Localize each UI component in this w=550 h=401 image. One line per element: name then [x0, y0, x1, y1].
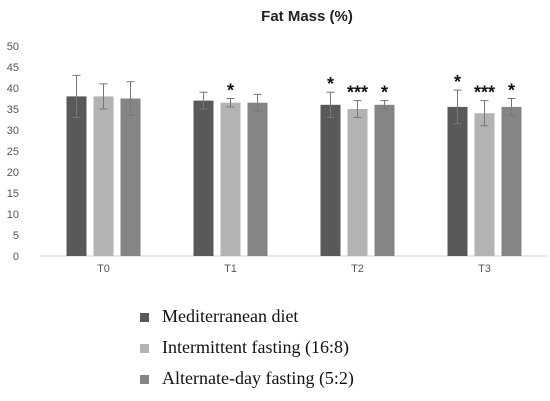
- bar: [247, 102, 268, 256]
- legend-swatch: [140, 375, 149, 384]
- x-tick-label: T2: [351, 263, 364, 275]
- chart-title: Fat Mass (%): [261, 8, 353, 25]
- significance-marker: *: [327, 74, 334, 94]
- legend-swatch: [140, 313, 149, 322]
- bar: [447, 106, 468, 257]
- significance-marker: *: [227, 81, 234, 101]
- y-axis-ticks: 0 5 10 15 20 25 30 35 40 45 50: [7, 41, 19, 263]
- bar: [501, 106, 522, 257]
- x-tick-label: T0: [97, 263, 110, 275]
- bar: [193, 100, 214, 256]
- y-tick-label: 45: [7, 62, 19, 74]
- y-tick-label: 35: [7, 104, 19, 116]
- bar: [374, 104, 395, 256]
- y-tick-label: 50: [7, 41, 19, 53]
- legend-label: Intermittent fasting (16:8): [162, 337, 349, 358]
- significance-marker: *: [508, 81, 515, 101]
- x-tick-label: T3: [478, 263, 491, 275]
- y-tick-label: 10: [7, 209, 19, 221]
- bar: [120, 98, 141, 256]
- legend-label: Mediterranean diet: [162, 306, 298, 326]
- significance-marker: ***: [347, 83, 368, 103]
- bar: [93, 96, 114, 257]
- y-tick-label: 15: [7, 188, 19, 200]
- legend-swatch: [140, 344, 149, 353]
- bar: [474, 113, 495, 256]
- bar: [320, 104, 341, 256]
- x-axis-ticks: T0 T1 T2 T3: [97, 263, 491, 275]
- y-tick-label: 40: [7, 83, 19, 95]
- y-tick-label: 20: [7, 167, 19, 179]
- y-tick-label: 0: [13, 251, 19, 263]
- y-tick-label: 30: [7, 125, 19, 137]
- significance-marker: *: [381, 83, 388, 103]
- bar: [66, 96, 87, 257]
- bar: [347, 109, 368, 256]
- legend-label: Alternate-day fasting (5:2): [162, 368, 354, 389]
- bars: * * *** ***** *: [66, 72, 522, 257]
- significance-marker: ***: [474, 83, 495, 103]
- x-tick-label: T1: [224, 263, 237, 275]
- bar: [220, 102, 241, 256]
- legend: Mediterranean diet Intermittent fasting (…: [140, 306, 354, 389]
- y-tick-label: 25: [7, 146, 19, 158]
- y-tick-label: 5: [13, 230, 19, 242]
- significance-marker: *: [454, 72, 461, 92]
